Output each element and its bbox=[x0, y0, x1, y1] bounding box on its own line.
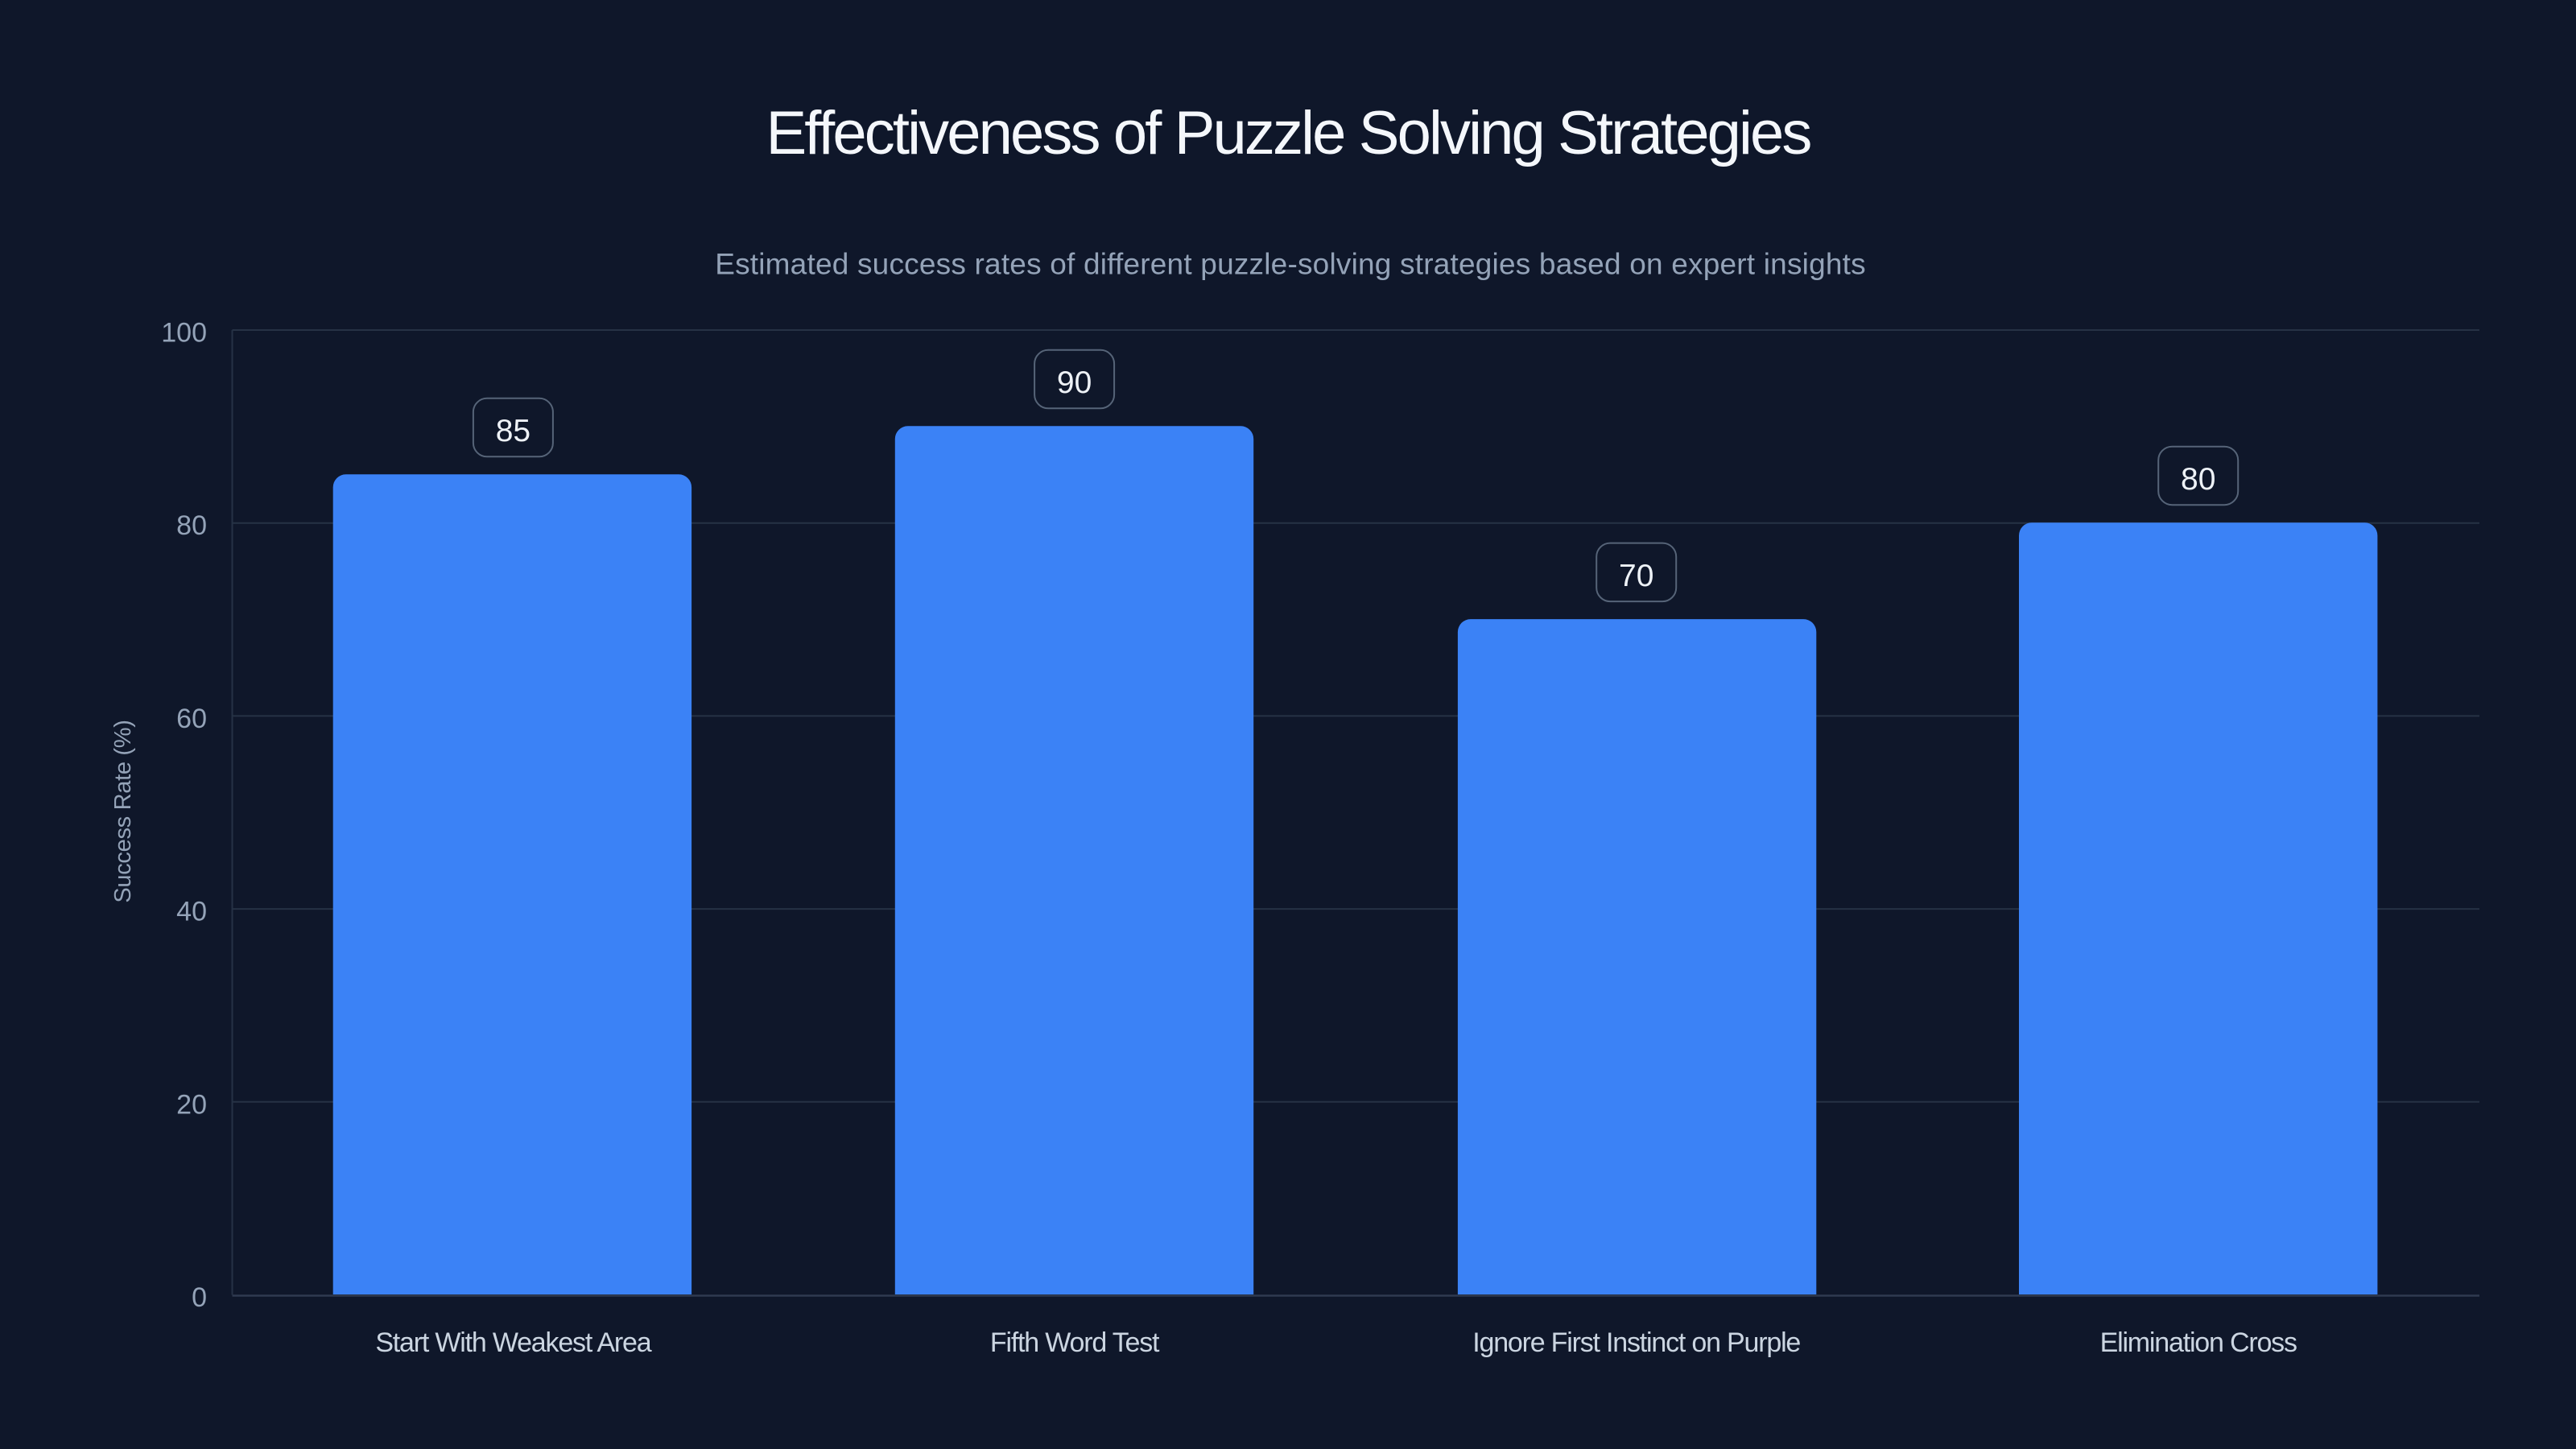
svg-text:20: 20 bbox=[176, 1089, 207, 1120]
svg-text:Ignore First Instinct on Purpl: Ignore First Instinct on Purple bbox=[1472, 1327, 1800, 1358]
svg-text:Elimination Cross: Elimination Cross bbox=[2100, 1327, 2297, 1358]
svg-text:0: 0 bbox=[192, 1282, 207, 1313]
svg-text:100: 100 bbox=[161, 318, 207, 349]
svg-text:Start With Weakest Area: Start With Weakest Area bbox=[375, 1327, 651, 1358]
svg-text:80: 80 bbox=[176, 510, 207, 541]
svg-text:Success Rate (%): Success Rate (%) bbox=[110, 720, 136, 902]
svg-text:Estimated success rates of dif: Estimated success rates of different puz… bbox=[715, 248, 1866, 281]
svg-text:60: 60 bbox=[176, 704, 207, 734]
svg-text:Effectiveness of Puzzle Solvin: Effectiveness of Puzzle Solving Strategi… bbox=[766, 99, 1810, 167]
svg-text:80: 80 bbox=[2181, 462, 2215, 497]
svg-text:Fifth Word Test: Fifth Word Test bbox=[990, 1327, 1160, 1358]
svg-text:40: 40 bbox=[176, 897, 207, 927]
svg-text:90: 90 bbox=[1057, 365, 1092, 400]
svg-text:85: 85 bbox=[496, 414, 530, 448]
svg-text:70: 70 bbox=[1619, 559, 1653, 593]
